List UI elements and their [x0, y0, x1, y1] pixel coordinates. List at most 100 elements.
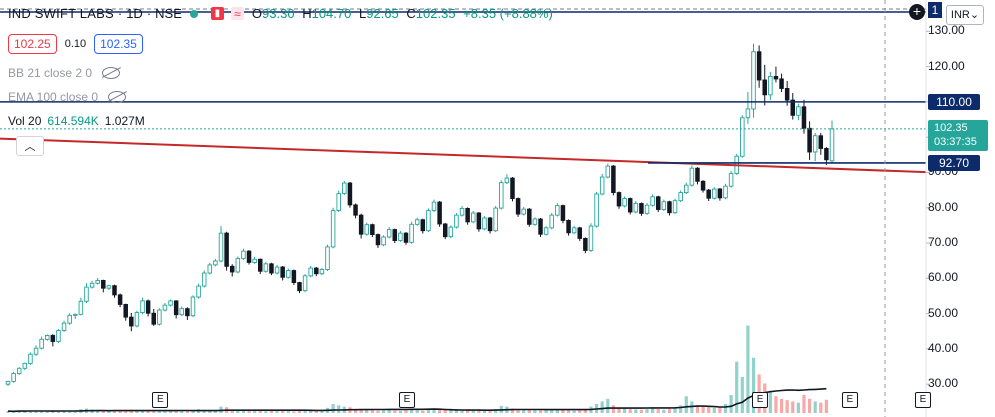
volume-bar: [359, 409, 363, 413]
volume-bar: [460, 409, 464, 413]
volume-bar: [606, 398, 610, 413]
candle-body: [807, 127, 812, 153]
volume-bar: [281, 410, 285, 413]
candle-body: [521, 208, 526, 215]
candle-body: [39, 338, 44, 349]
candle-body: [123, 303, 128, 318]
candle-body: [358, 214, 364, 235]
earnings-marker[interactable]: E: [152, 392, 169, 408]
timeframe[interactable]: 1D: [126, 6, 143, 21]
candle-body: [790, 99, 796, 116]
last-price-tag: 102.35 03:37:35: [928, 119, 988, 151]
indicator-volume[interactable]: Vol 20 614.594K 1.027M: [8, 114, 145, 128]
eye-off-icon[interactable]: [108, 91, 127, 103]
volume-bar: [522, 409, 526, 413]
trendline[interactable]: [0, 137, 927, 174]
volume-bar: [180, 410, 184, 413]
candle-body: [117, 294, 123, 305]
indicator-bb-label: BB 21 close 2 0: [8, 66, 93, 80]
candle-body: [471, 212, 476, 223]
candle-body: [151, 312, 156, 325]
candle-body: [689, 167, 695, 186]
approx-icon[interactable]: ≈: [230, 7, 244, 21]
candle-body: [437, 201, 442, 225]
volume-bar: [813, 401, 817, 413]
candle-body: [527, 208, 532, 225]
flag-icon[interactable]: ▮: [210, 7, 224, 20]
candlesticks: [5, 43, 835, 386]
volume-bar: [174, 410, 178, 413]
volume-ma-value: 1.027M: [104, 114, 145, 128]
candle-body: [414, 219, 420, 225]
earnings-marker[interactable]: E: [398, 392, 415, 408]
volume-bar: [208, 410, 212, 413]
currency-dropdown[interactable]: INR⌄: [946, 5, 984, 25]
volume-bar: [723, 404, 728, 413]
volume-bar: [690, 401, 694, 413]
volume-bar: [774, 396, 778, 413]
candle-body: [476, 212, 482, 230]
indicator-bb[interactable]: BB 21 close 2 0: [8, 66, 121, 80]
candle-body: [594, 193, 599, 227]
volume-bar: [662, 409, 666, 413]
candle-body: [364, 224, 369, 235]
volume-bar: [381, 410, 386, 413]
volume-bar: [107, 411, 111, 413]
volume-bar: [701, 406, 705, 413]
volume-bar: [68, 411, 72, 413]
candle-body: [482, 217, 487, 230]
volume-bar: [135, 410, 139, 413]
chevron-up-icon: ︿: [24, 141, 36, 153]
candle-body: [140, 300, 145, 313]
candle-body: [263, 263, 269, 272]
earnings-marker-upcoming[interactable]: E: [915, 392, 931, 408]
volume-bar: [185, 411, 189, 413]
candle-body: [409, 223, 414, 243]
candle-body: [28, 353, 33, 364]
exchange: NSE: [155, 6, 182, 21]
candle-body: [218, 232, 224, 262]
eye-off-icon[interactable]: [102, 67, 121, 79]
volume-bar: [393, 410, 397, 413]
volume-bar: [651, 408, 655, 413]
price-axis-label: 30.00: [928, 376, 959, 391]
candle-body: [599, 176, 605, 195]
candle-body: [454, 214, 459, 228]
candle-body: [129, 316, 134, 327]
candle-body: [353, 204, 358, 216]
candle-body: [73, 313, 78, 316]
candle-body: [381, 236, 386, 246]
volume-bar: [617, 407, 621, 413]
volume-bar: [124, 411, 128, 413]
last-price-value: 102.35: [934, 121, 968, 134]
candle-body: [672, 200, 678, 214]
candle-body: [510, 177, 515, 200]
candle-body: [269, 263, 274, 274]
add-plus-icon[interactable]: +: [909, 4, 925, 20]
candle-body: [213, 260, 218, 266]
market-status-dot-icon[interactable]: [189, 9, 198, 18]
level-110-tag[interactable]: 110.00: [928, 93, 980, 110]
symbol-name[interactable]: IND SWIFT LABS: [8, 6, 114, 21]
volume-bar: [712, 407, 716, 413]
earnings-marker[interactable]: E: [841, 392, 858, 408]
volume-bar: [550, 409, 554, 413]
earnings-marker[interactable]: E: [752, 392, 769, 408]
volume-bar: [488, 410, 492, 413]
level-92-70-tag[interactable]: 92.70: [928, 154, 980, 171]
bid-price-button[interactable]: 102.25: [8, 34, 57, 54]
volume-bar: [421, 410, 425, 413]
volume-ma-line: [7, 387, 827, 413]
volume-bar: [12, 411, 16, 413]
collapse-legend-button[interactable]: ︿: [16, 136, 44, 156]
indicator-ema[interactable]: EMA 100 close 0: [8, 90, 127, 104]
volume-bar: [443, 409, 447, 413]
volume-bar: [527, 409, 531, 413]
candle-body: [403, 232, 409, 243]
price-axis-label: 120.00: [928, 58, 965, 73]
quote-panel: 102.25 0.10 102.35: [8, 34, 143, 54]
candle-body: [824, 148, 829, 161]
volume-value: 614.594K: [47, 114, 99, 128]
ask-price-button[interactable]: 102.35: [94, 34, 143, 54]
